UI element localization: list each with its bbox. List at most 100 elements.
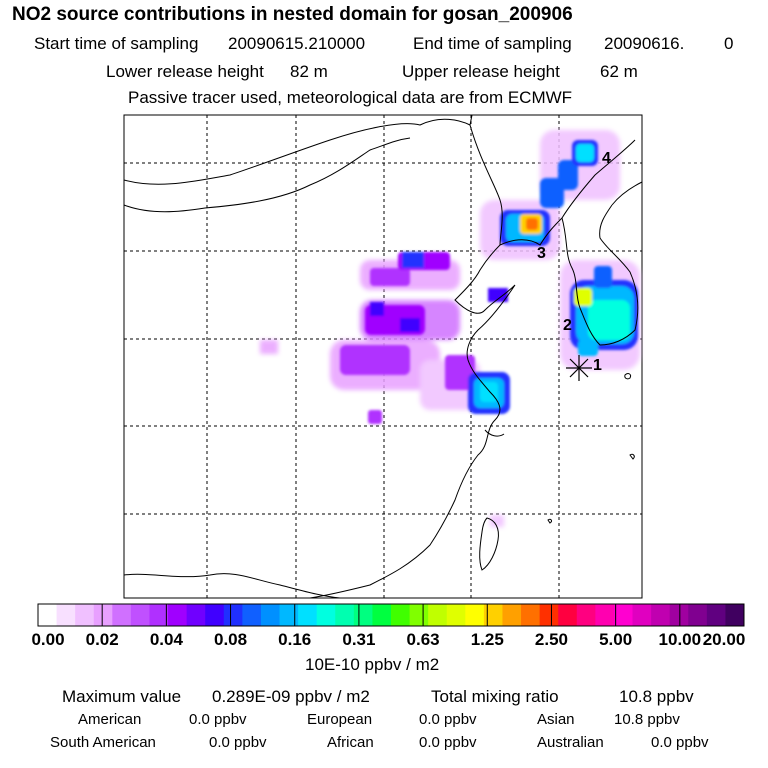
plume-core [340, 345, 410, 375]
coastline [484, 429, 505, 437]
plume-core [594, 266, 612, 288]
plume-core [368, 410, 382, 424]
colorbar [37, 603, 745, 627]
receptor-marker [566, 355, 592, 381]
coastline [123, 114, 473, 185]
gridlines [124, 115, 642, 598]
colorbar-tick-label: 0.04 [149, 630, 183, 649]
colorbar-tick-label: 1.25 [470, 630, 504, 649]
colorbar-swatch [130, 604, 150, 626]
colorbar-tick-label: 0.02 [85, 630, 119, 649]
max-value-label: Maximum value [62, 687, 182, 706]
colorbar-swatch [521, 604, 541, 626]
colorbar-swatch [576, 604, 596, 626]
region-african-value: 0.0 ppbv [419, 734, 477, 751]
colorbar-swatch [112, 604, 132, 626]
colorbar-tick-label: 0.00 [31, 630, 65, 649]
receptor-line [569, 358, 589, 378]
border [123, 573, 341, 599]
plume-area [260, 340, 278, 354]
colorbar-tick-label: 0.31 [342, 630, 376, 649]
colorbar-swatch [279, 604, 299, 626]
chart-title: NO2 source contributions in nested domai… [12, 4, 573, 25]
plume-area [490, 515, 504, 527]
max-value: 0.289E-09 ppbv / m2 [212, 687, 370, 706]
plume-core [540, 178, 564, 208]
colorbar-swatch [372, 604, 392, 626]
plume-core [402, 252, 424, 268]
lower-height-label: Lower release height [106, 62, 264, 81]
colorbar-swatch [688, 604, 708, 626]
start-time-value: 20090615.210000 [228, 34, 366, 53]
colorbar-swatch [446, 604, 466, 626]
colorbar-swatch [613, 604, 634, 626]
colorbar-swatch [93, 604, 113, 626]
colorbar-swatch [168, 604, 188, 626]
colorbar-swatch [595, 604, 615, 626]
colorbar-swatch [335, 604, 355, 626]
colorbar-swatch [409, 604, 429, 626]
colorbar-units: 10E-10 ppbv / m2 [305, 655, 440, 674]
colorbar-tick-label: 0.63 [406, 630, 440, 649]
colorbar-swatch [38, 604, 58, 626]
end-time-suffix: 0 [724, 34, 734, 53]
plume-core [576, 144, 594, 162]
colorbar-tick-label: 2.50 [534, 630, 568, 649]
colorbar-swatch [223, 604, 243, 626]
total-mixing-value: 10.8 ppbv [619, 687, 694, 706]
colorbar-swatch [205, 604, 225, 626]
plume-core [526, 218, 538, 230]
plume-core [370, 302, 384, 316]
colorbar-swatch [502, 604, 522, 626]
region-asian-value: 10.8 ppbv [614, 711, 680, 728]
end-time-label: End time of sampling [413, 34, 572, 53]
colorbar-swatch [558, 604, 578, 626]
marker-label-3: 3 [537, 245, 546, 262]
colorbar-swatch [353, 604, 373, 626]
coastlines [123, 114, 643, 599]
plume-core [588, 300, 630, 340]
colorbar-tick-label: 20.00 [702, 630, 746, 649]
lower-height-value: 82 m [290, 62, 328, 81]
colorbar-swatch [316, 604, 336, 626]
upper-height-label: Upper release height [402, 62, 560, 81]
colorbar-swatch [298, 604, 318, 626]
plume-core [578, 340, 598, 356]
colorbar-swatch [75, 604, 95, 626]
colorbar-swatch [483, 604, 503, 626]
plume-core [480, 382, 498, 402]
island [547, 518, 552, 524]
island [624, 373, 631, 380]
marker-label-1: 1 [593, 357, 602, 374]
region-asian-label: Asian [537, 711, 575, 728]
region-australian-value: 0.0 ppbv [651, 734, 709, 751]
upper-height-value: 62 m [600, 62, 638, 81]
colorbar-swatch [651, 604, 671, 626]
plume-core [400, 318, 420, 332]
colorbar-swatch [149, 604, 169, 626]
region-american-value: 0.0 ppbv [189, 711, 247, 728]
region-south-american-label: South American [50, 734, 156, 751]
marker-label-2: 2 [563, 317, 572, 334]
tracer-note: Passive tracer used, meteorological data… [128, 88, 573, 107]
coastline [309, 124, 516, 599]
total-mixing-label: Total mixing ratio [431, 687, 559, 706]
colorbar-tick-label: 10.00 [658, 630, 702, 649]
colorbar-swatch [242, 604, 262, 626]
region-european-label: European [307, 711, 373, 728]
colorbar-swatch [391, 604, 411, 626]
plume-core [370, 268, 410, 286]
colorbar-swatch [706, 604, 726, 626]
colorbar-swatch [539, 604, 559, 626]
region-european-value: 0.0 ppbv [419, 711, 477, 728]
colorbar-tick-label: 0.08 [213, 630, 248, 649]
coastline [611, 181, 643, 206]
coastline [123, 137, 411, 213]
colorbar-swatch [260, 604, 281, 626]
colorbar-swatch [465, 604, 485, 626]
colorbar-swatch [428, 604, 448, 626]
colorbar-swatch [186, 604, 206, 626]
marker-label-4: 4 [602, 150, 611, 167]
coastline [561, 204, 639, 346]
